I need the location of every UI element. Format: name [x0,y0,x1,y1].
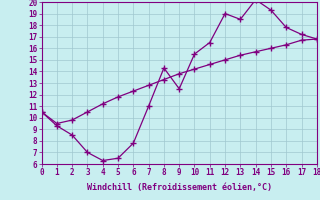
X-axis label: Windchill (Refroidissement éolien,°C): Windchill (Refroidissement éolien,°C) [87,183,272,192]
